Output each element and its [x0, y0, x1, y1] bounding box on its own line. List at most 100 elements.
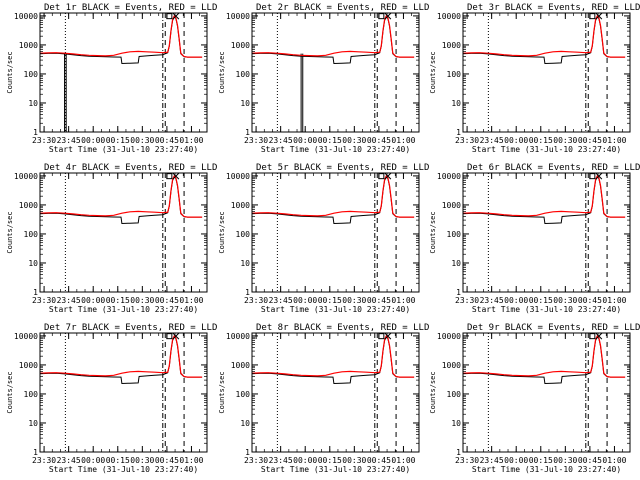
x-tick-label: 00:30	[130, 296, 154, 305]
panel-title: Det 3r BLACK = Events, RED = LLD	[467, 3, 640, 13]
events-line	[462, 15, 626, 65]
marker-square	[166, 333, 173, 340]
panel-1: Det 1r BLACK = Events, RED = LLD Counts/s…	[6, 3, 217, 154]
x-tick-label: 00:45	[367, 456, 391, 465]
events-line	[39, 335, 203, 385]
x-tick-label: 00:15	[106, 136, 130, 145]
y-tick-label: 1000	[19, 41, 38, 50]
x-tick-label: 00:30	[553, 136, 577, 145]
y-axis-label: Counts/sec	[6, 211, 14, 253]
x-tick-label: 23:30	[455, 296, 479, 305]
y-tick-label: 100	[24, 70, 39, 79]
y-tick-label: 1000	[231, 361, 250, 370]
x-tick-label: 00:45	[155, 456, 179, 465]
plot-frame	[251, 172, 420, 293]
panel-7: Det 7r BLACK = Events, RED = LLD Counts/s…	[6, 323, 217, 474]
x-tick-label: 00:45	[578, 456, 602, 465]
plot-frame	[39, 172, 208, 293]
y-tick-label: 1	[33, 448, 38, 457]
events-line	[462, 335, 626, 385]
lld-line	[39, 334, 203, 378]
y-tick-label: 100	[447, 230, 462, 239]
marker-x	[172, 12, 180, 20]
y-tick-label: 100	[447, 70, 462, 79]
y-tick-label: 10000	[437, 332, 461, 341]
y-tick-label: 1	[245, 288, 250, 297]
y-tick-label: 10	[451, 259, 461, 268]
x-tick-label: 01:00	[391, 136, 415, 145]
x-tick-label: 01:00	[391, 296, 415, 305]
x-axis-label: Start Time (31-Jul-10 23:27:40)	[261, 465, 410, 474]
x-tick-label: 23:45	[480, 456, 504, 465]
x-tick-label: 00:15	[529, 296, 553, 305]
x-tick-label: 00:30	[130, 456, 154, 465]
panel-title: Det 8r BLACK = Events, RED = LLD	[256, 323, 429, 333]
plot-frame	[39, 332, 208, 453]
x-tick-label: 00:00	[504, 136, 528, 145]
y-tick-label: 100	[447, 390, 462, 399]
x-tick-label: 00:15	[529, 456, 553, 465]
y-tick-label: 1000	[442, 41, 461, 50]
marker-x	[384, 172, 392, 180]
x-axis-label: Start Time (31-Jul-10 23:27:40)	[49, 305, 198, 314]
marker-square	[589, 173, 596, 180]
y-tick-label: 10	[28, 259, 38, 268]
x-tick-label: 00:30	[342, 456, 366, 465]
y-axis-label: Counts/sec	[218, 371, 226, 413]
x-tick-label: 00:45	[155, 136, 179, 145]
plot-frame	[462, 172, 631, 293]
x-axis-label: Start Time (31-Jul-10 23:27:40)	[261, 145, 410, 154]
lld-line	[39, 14, 203, 58]
x-tick-label: 00:30	[130, 136, 154, 145]
panel-3: Det 3r BLACK = Events, RED = LLD Counts/s…	[429, 3, 640, 154]
lld-line	[251, 14, 415, 58]
x-tick-label: 23:45	[57, 456, 81, 465]
x-tick-label: 23:30	[32, 296, 56, 305]
lld-line	[251, 334, 415, 378]
x-axis-label: Start Time (31-Jul-10 23:27:40)	[49, 145, 198, 154]
y-tick-label: 1	[245, 448, 250, 457]
y-tick-label: 10000	[437, 12, 461, 21]
x-tick-label: 00:00	[504, 456, 528, 465]
y-tick-label: 1	[456, 288, 461, 297]
events-line	[462, 175, 626, 225]
x-tick-label: 23:30	[244, 296, 268, 305]
y-tick-label: 10000	[437, 172, 461, 181]
x-tick-label: 00:30	[342, 136, 366, 145]
x-tick-label: 23:30	[455, 136, 479, 145]
x-axis-label: Start Time (31-Jul-10 23:27:40)	[472, 145, 621, 154]
y-tick-label: 1	[245, 128, 250, 137]
y-axis-label: Counts/sec	[429, 51, 437, 93]
marker-square	[166, 173, 173, 180]
x-tick-label: 00:00	[293, 456, 317, 465]
x-tick-label: 23:45	[269, 456, 293, 465]
x-tick-label: 01:00	[602, 456, 626, 465]
y-tick-label: 10	[240, 419, 250, 428]
x-tick-label: 00:00	[81, 136, 105, 145]
y-tick-label: 100	[236, 70, 251, 79]
x-tick-label: 00:00	[293, 136, 317, 145]
y-tick-label: 1000	[442, 201, 461, 210]
lld-line	[462, 174, 626, 218]
x-axis-label: Start Time (31-Jul-10 23:27:40)	[472, 305, 621, 314]
x-tick-label: 01:00	[602, 296, 626, 305]
marker-square	[378, 13, 385, 20]
marker-x	[595, 172, 603, 180]
plot-frame	[39, 12, 208, 133]
y-tick-label: 10000	[226, 172, 250, 181]
events-line	[251, 175, 415, 225]
panel-title: Det 7r BLACK = Events, RED = LLD	[44, 323, 217, 333]
panel-2: Det 2r BLACK = Events, RED = LLD Counts/s…	[218, 3, 429, 154]
x-tick-label: 23:30	[244, 136, 268, 145]
x-tick-label: 01:00	[179, 456, 203, 465]
lld-line	[39, 174, 203, 218]
panel-title: Det 1r BLACK = Events, RED = LLD	[44, 3, 217, 13]
y-tick-label: 1	[33, 128, 38, 137]
panel-title: Det 6r BLACK = Events, RED = LLD	[467, 163, 640, 173]
marker-square	[378, 333, 385, 340]
x-tick-label: 01:00	[179, 136, 203, 145]
plot-frame	[251, 12, 420, 133]
panel-9: Det 9r BLACK = Events, RED = LLD Counts/s…	[429, 323, 640, 474]
y-tick-label: 1000	[231, 41, 250, 50]
